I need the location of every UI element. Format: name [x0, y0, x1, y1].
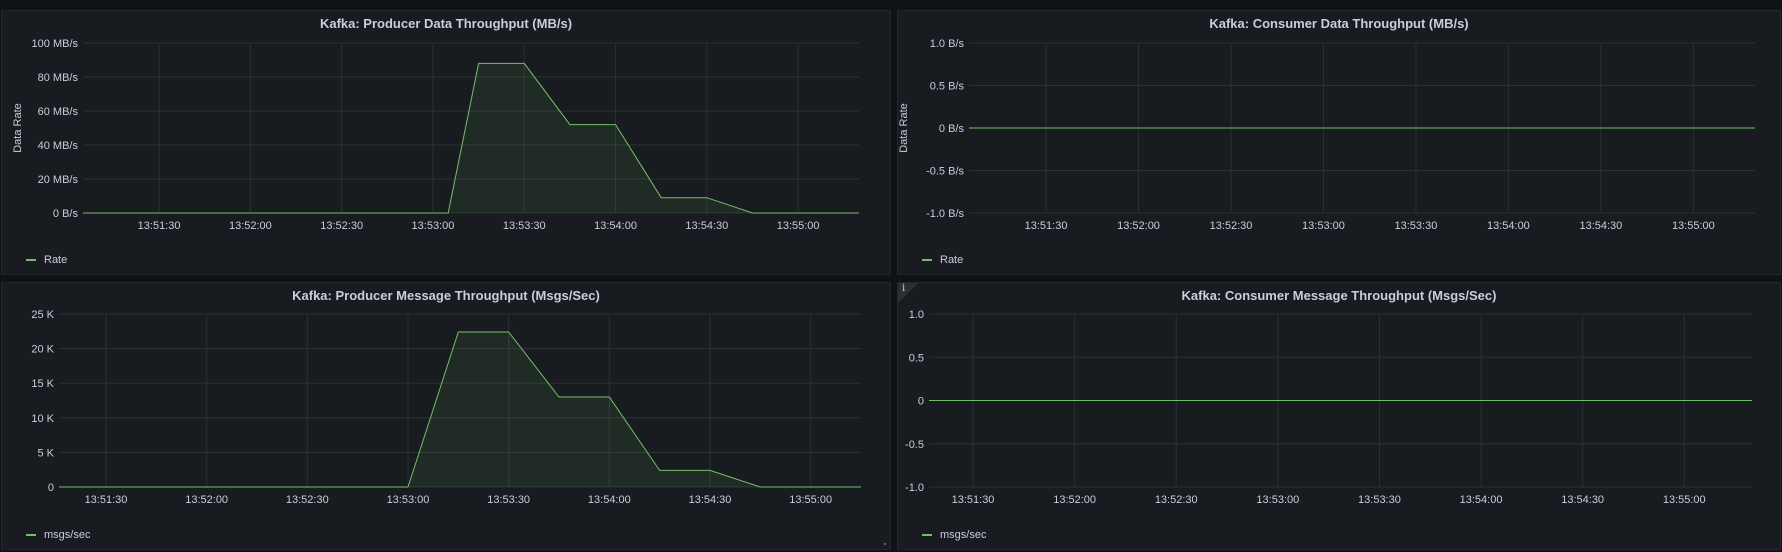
x-tick-label: 13:53:00: [1302, 220, 1345, 232]
x-tick-label: 13:51:30: [85, 494, 128, 506]
consumer-message-throughput-chart: -1.0 -0.5 0 0.5 1.0 13:51:30 13:52:00 13:52:30 1…: [905, 309, 1752, 506]
series-color-swatch: [26, 259, 36, 261]
legend-label: Rate: [940, 254, 964, 266]
x-tick-label: 13:54:30: [689, 494, 732, 506]
y-tick-label: 40 MB/s: [38, 140, 79, 152]
consumer-data-throughput-chart: -1.0 B/s -0.5 B/s 0 B/s 0.5 B/s 1.0 B/s 13:51…: [898, 38, 1755, 232]
x-tick-label: 13:51:30: [138, 220, 181, 232]
consumer-data-throughput-panel[interactable]: Kafka: Consumer Data Throughput (MB/s) -…: [897, 10, 1781, 275]
y-tick-label: -0.5 B/s: [926, 166, 964, 178]
panel-title[interactable]: Kafka: Producer Data Throughput (MB/s): [319, 16, 573, 31]
legend-item-msgs-sec[interactable]: msgs/sec: [922, 529, 986, 541]
y-axis-label: Data Rate: [12, 103, 24, 153]
series-area-fill: [83, 63, 859, 214]
x-tick-label: 13:51:30: [1025, 220, 1068, 232]
y-tick-label: 0.5: [909, 352, 924, 364]
producer-message-throughput-chart: 0 5 K 10 K 15 K 20 K 25 K 13:51:30 13:52:00 13:5…: [31, 309, 861, 506]
x-tick-label: 13:53:30: [487, 494, 530, 506]
panel-title[interactable]: Kafka: Consumer Data Throughput (MB/s): [1209, 16, 1469, 31]
y-tick-label: 0: [48, 482, 54, 494]
series-line: [59, 331, 861, 488]
x-tick-label: 13:54:30: [685, 220, 728, 232]
producer-data-throughput-chart: 0 B/s 20 MB/s 40 MB/s 60 MB/s 80 MB/s 100 MB/…: [12, 38, 859, 232]
x-tick-label: 13:53:30: [1395, 220, 1438, 232]
consumer-message-throughput-panel[interactable]: i Kafka: Consumer Message Throughput (Ms…: [897, 282, 1781, 550]
producer-message-throughput-panel[interactable]: Kafka: Producer Message Throughput (Msgs…: [1, 282, 891, 550]
y-axis-label: Data Rate: [898, 103, 910, 153]
legend-label: msgs/sec: [940, 529, 987, 541]
y-tick-label: 10 K: [31, 413, 54, 425]
panel-title[interactable]: Kafka: Producer Message Throughput (Msgs…: [292, 288, 600, 303]
x-tick-label: 13:54:30: [1579, 220, 1622, 232]
series-color-swatch: [26, 534, 36, 536]
x-tick-label: 13:52:30: [1210, 220, 1253, 232]
y-tick-label: 0 B/s: [53, 208, 79, 220]
y-tick-label: 0: [918, 396, 924, 408]
y-tick-label: 60 MB/s: [38, 106, 79, 118]
info-corner-icon[interactable]: i: [898, 283, 918, 303]
series-color-swatch: [922, 534, 932, 536]
x-tick-label: 13:53:30: [503, 220, 546, 232]
x-tick-label: 13:54:30: [1561, 494, 1604, 506]
y-tick-label: 20 MB/s: [38, 174, 79, 186]
x-tick-label: 13:53:30: [1358, 494, 1401, 506]
x-tick-label: 13:51:30: [952, 494, 995, 506]
series-area-fill: [59, 331, 861, 487]
y-tick-label: 100 MB/s: [32, 38, 79, 50]
x-tick-label: 13:55:00: [1672, 220, 1715, 232]
legend-item-msgs-sec[interactable]: msgs/sec: [26, 529, 90, 541]
x-tick-label: 13:55:00: [789, 494, 832, 506]
x-tick-label: 13:52:00: [185, 494, 228, 506]
panel-resize-handle[interactable]: [884, 543, 886, 545]
legend-label: Rate: [44, 254, 68, 266]
x-tick-label: 13:52:30: [1155, 494, 1198, 506]
y-tick-label: 15 K: [31, 378, 54, 390]
x-tick-label: 13:52:00: [229, 220, 272, 232]
y-tick-label: 20 K: [31, 344, 54, 356]
x-tick-label: 13:53:00: [412, 220, 455, 232]
x-tick-label: 13:55:00: [1663, 494, 1706, 506]
x-tick-label: 13:54:00: [594, 220, 637, 232]
series-line: [83, 62, 859, 214]
legend-item-rate[interactable]: Rate: [26, 254, 67, 266]
info-icon[interactable]: i: [902, 283, 906, 294]
x-tick-label: 13:52:00: [1117, 220, 1160, 232]
legend-item-rate[interactable]: Rate: [922, 254, 963, 266]
y-tick-label: 5 K: [37, 447, 54, 459]
x-tick-label: 13:55:00: [777, 220, 820, 232]
producer-data-throughput-panel[interactable]: Kafka: Producer Data Throughput (MB/s) 0…: [1, 10, 891, 275]
y-tick-label: -1.0 B/s: [926, 208, 964, 220]
y-tick-label: 0 B/s: [939, 123, 965, 135]
x-tick-label: 13:54:00: [588, 494, 631, 506]
panel-title[interactable]: Kafka: Consumer Message Throughput (Msgs…: [1181, 288, 1497, 303]
x-tick-label: 13:53:00: [1256, 494, 1299, 506]
legend-label: msgs/sec: [44, 529, 91, 541]
x-tick-label: 13:54:00: [1487, 220, 1530, 232]
x-tick-label: 13:52:00: [1053, 494, 1096, 506]
x-tick-label: 13:53:00: [387, 494, 430, 506]
series-color-swatch: [922, 259, 932, 261]
y-tick-label: 25 K: [31, 309, 54, 321]
x-tick-label: 13:54:00: [1460, 494, 1503, 506]
y-tick-label: 80 MB/s: [38, 72, 79, 84]
y-tick-label: 1.0 B/s: [930, 38, 965, 50]
y-tick-label: -1.0: [905, 482, 924, 494]
y-tick-label: 0.5 B/s: [930, 81, 965, 93]
x-tick-label: 13:52:30: [320, 220, 363, 232]
y-tick-label: 1.0: [909, 309, 924, 321]
x-tick-label: 13:52:30: [286, 494, 329, 506]
y-tick-label: -0.5: [905, 439, 924, 451]
